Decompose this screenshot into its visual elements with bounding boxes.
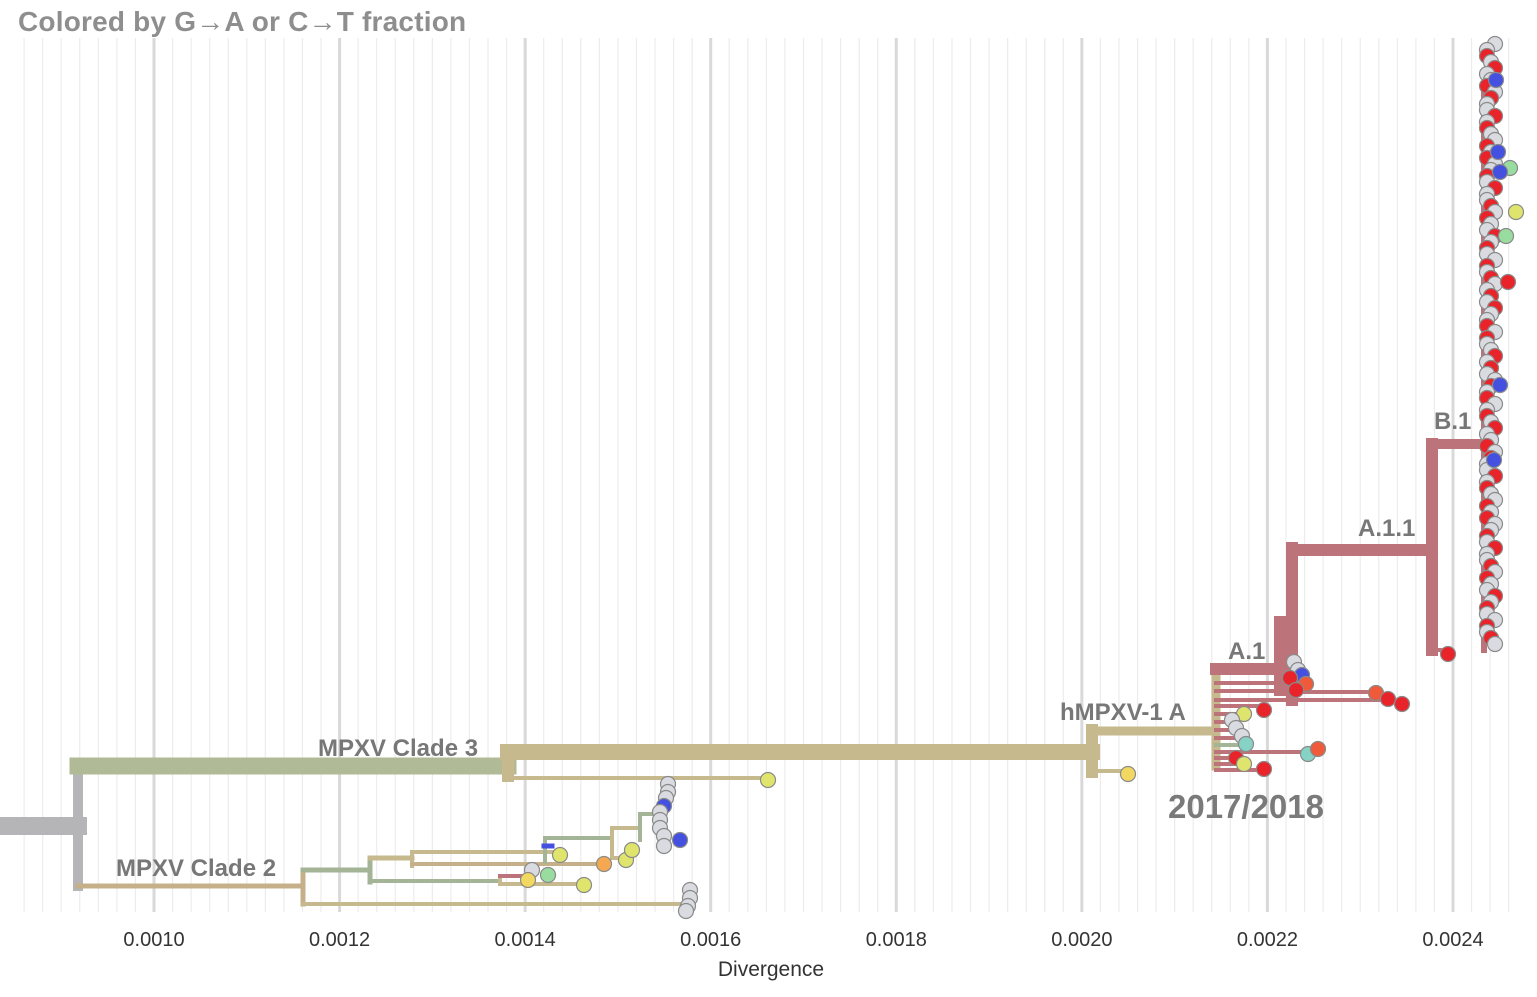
tip-node [1487, 71, 1505, 89]
tip-node [1486, 635, 1504, 653]
clade-label-a11: A.1.1 [1358, 515, 1415, 542]
clade-label-b1: B.1 [1434, 408, 1471, 435]
tip-node [1491, 376, 1509, 394]
x-tick-label: 0.0022 [1237, 929, 1298, 951]
x-axis: Divergence 0.0010 0.0012 0.0014 0.0016 0.001… [123, 929, 1483, 981]
tip-node [575, 876, 593, 894]
x-tick-label: 0.0010 [123, 929, 184, 951]
tip-node [539, 866, 557, 884]
x-tick-label: 0.0014 [495, 929, 556, 951]
tip-node [1499, 273, 1517, 291]
branches [0, 89, 1489, 907]
x-tick-label: 0.0012 [309, 929, 370, 951]
tip-node [655, 837, 673, 855]
tip-node [1393, 695, 1411, 713]
tip-node [1255, 760, 1273, 778]
tip-node [1255, 701, 1273, 719]
tip-node [1309, 740, 1327, 758]
tip-node [677, 902, 695, 920]
tip-node [551, 846, 569, 864]
tip-node [1439, 645, 1457, 663]
tip-node [1237, 735, 1255, 753]
x-tick-label: 0.0024 [1422, 929, 1483, 951]
tip-node [1485, 451, 1503, 469]
x-tick-label: 0.0018 [866, 929, 927, 951]
tip-node [1507, 203, 1525, 221]
x-tick-label: 0.0016 [680, 929, 741, 951]
tip-node [1379, 690, 1397, 708]
x-tick-label: 0.0020 [1051, 929, 1112, 951]
labels: MPXV Clade 3 MPXV Clade 2 hMPXV-1 A A.1 … [116, 408, 1471, 882]
tip-node [1497, 227, 1515, 245]
clade-label-a1: A.1 [1228, 638, 1265, 665]
tip-node [671, 831, 689, 849]
x-axis-label: Divergence [718, 958, 824, 981]
color-by-title: Colored by G→A or C→T fraction [18, 6, 467, 37]
tip-node [759, 771, 777, 789]
tip-node [1235, 755, 1253, 773]
clade-label-mpxv-clade-3: MPXV Clade 3 [318, 735, 478, 762]
tip-node [1287, 681, 1305, 699]
tip-node [1119, 765, 1137, 783]
tips [519, 35, 1525, 920]
tip-node [1489, 143, 1507, 161]
clade-label-hmpxv-1-a: hMPXV-1 A [1060, 699, 1186, 726]
tip-node [595, 855, 613, 873]
tip-node [519, 871, 537, 889]
clade-label-mpxv-clade-2: MPXV Clade 2 [116, 855, 276, 882]
tip-node [1491, 163, 1509, 181]
annotation-2017-2018: 2017/2018 [1168, 788, 1324, 825]
tip-node [623, 841, 641, 859]
